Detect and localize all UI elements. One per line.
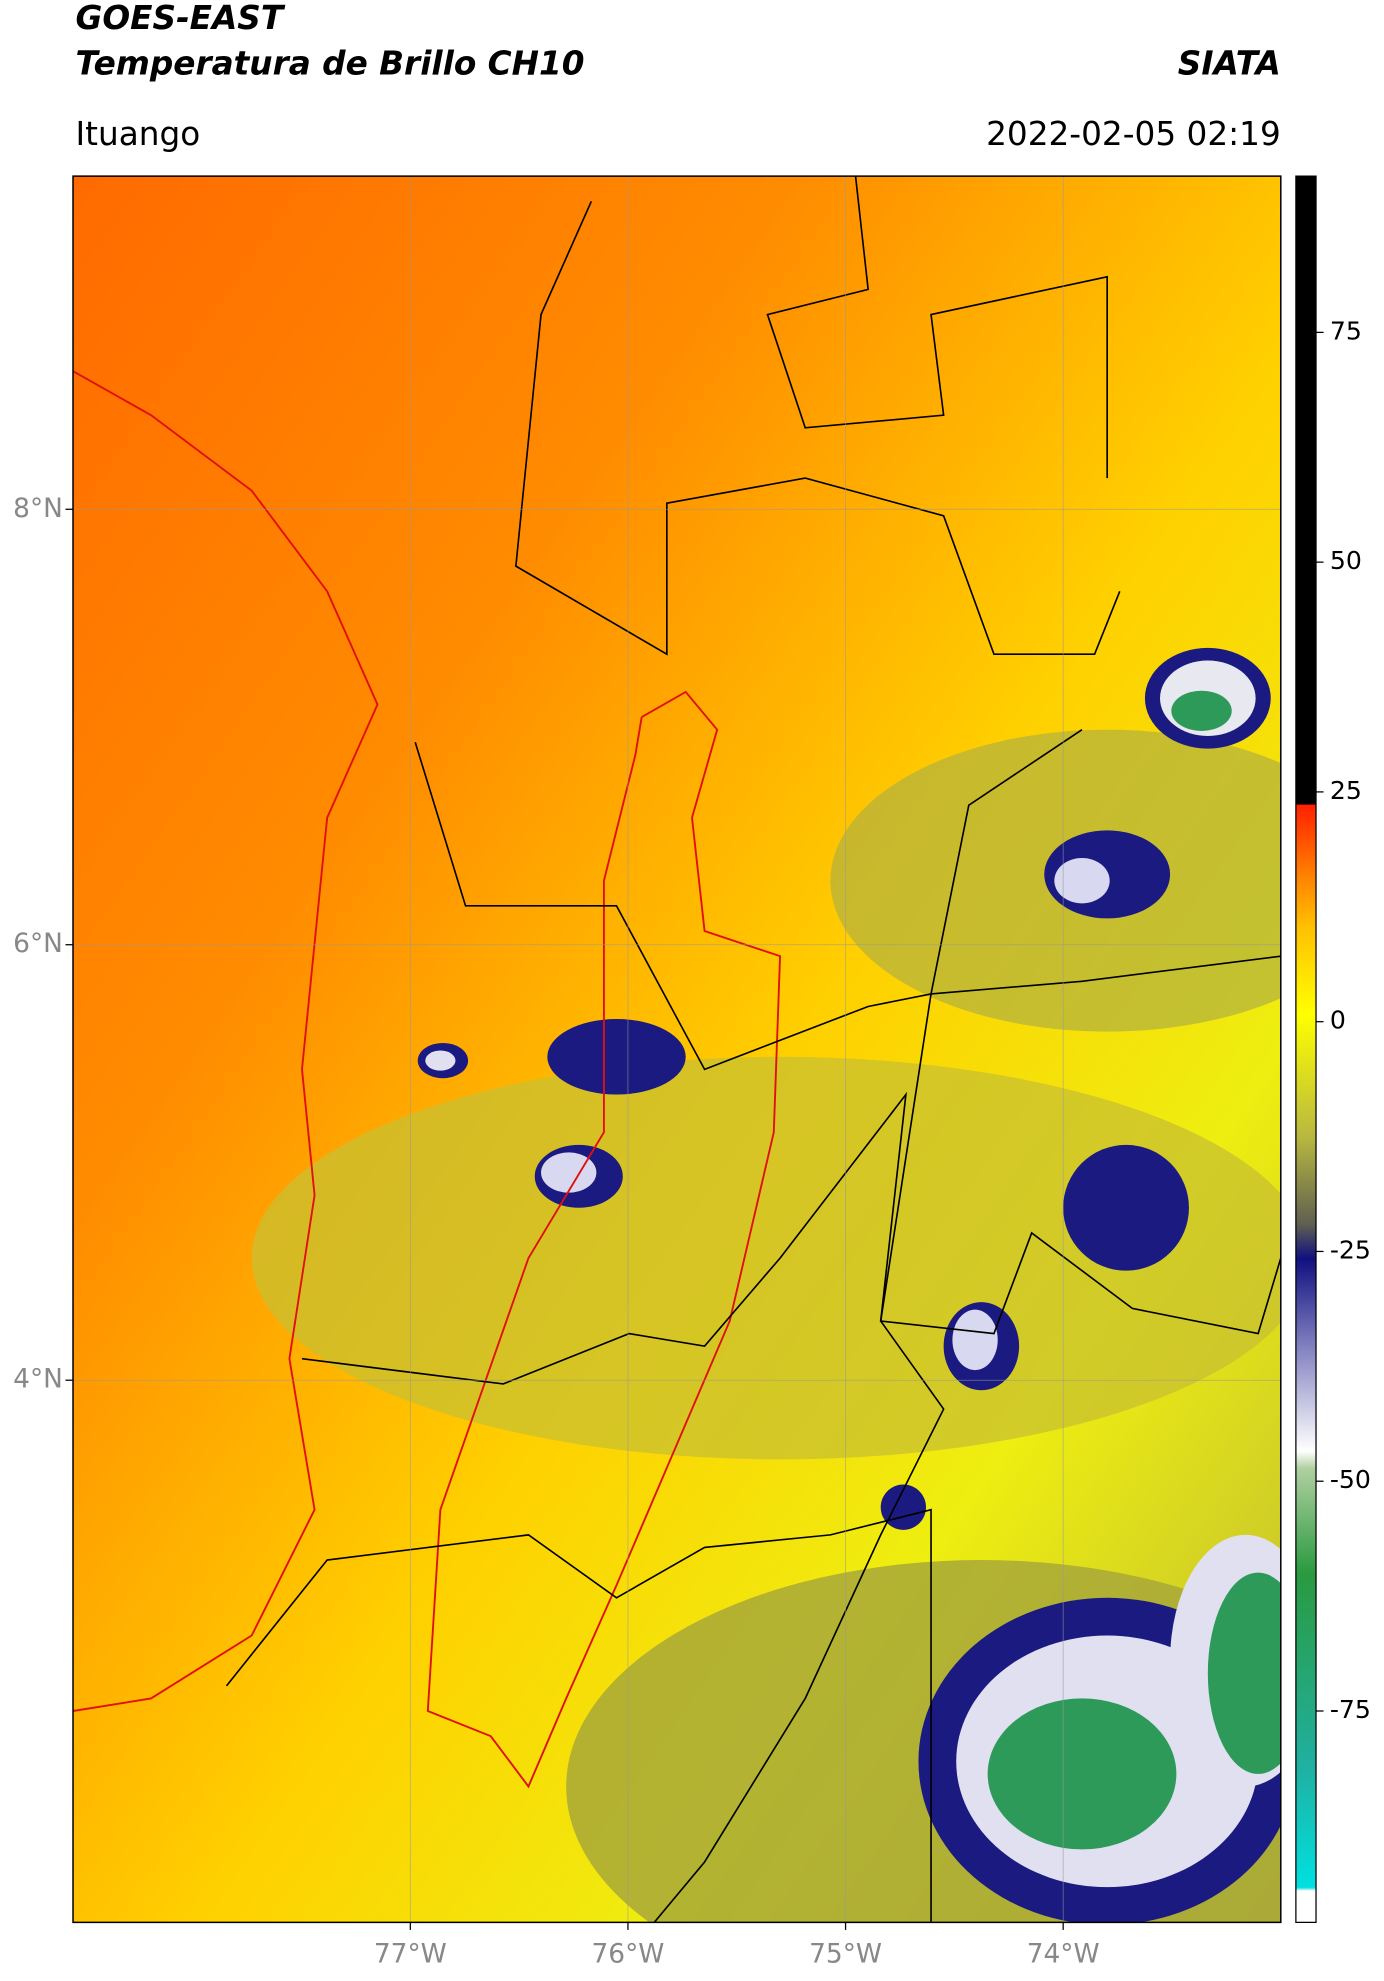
colorbar-tick-label: -75 [1330,1695,1371,1724]
map-image [73,176,1281,1923]
x-tick-label: 77°W [374,1939,447,1970]
colorbar [1295,175,1317,1924]
y-tick-label: 4°N [13,1364,63,1395]
y-tick-label: 8°N [13,493,63,524]
x-tick-label: 75°W [809,1939,882,1970]
title: GOES-EAST [76,0,286,37]
colorbar-tick-label: 50 [1330,546,1362,575]
colorbar-tick-label: 75 [1330,316,1362,345]
colorbar-tick-label: 0 [1330,1006,1346,1035]
location: Ituango [76,115,201,153]
y-tick-label: 6°N [13,928,63,959]
x-tick-label: 76°W [591,1939,664,1970]
map-grid [73,176,1281,1923]
datetime: 2022-02-05 02:19 [986,115,1281,153]
colorbar-tick-label: -50 [1330,1465,1371,1494]
colorbar-tick-label: 25 [1330,776,1362,805]
colorbar-tick-label: -25 [1330,1235,1371,1264]
x-tick-label: 74°W [1027,1939,1100,1970]
map-frame [72,175,1282,1924]
agency: SIATA [1178,44,1281,82]
subtitle: Temperatura de Brillo CH10 [76,44,585,82]
